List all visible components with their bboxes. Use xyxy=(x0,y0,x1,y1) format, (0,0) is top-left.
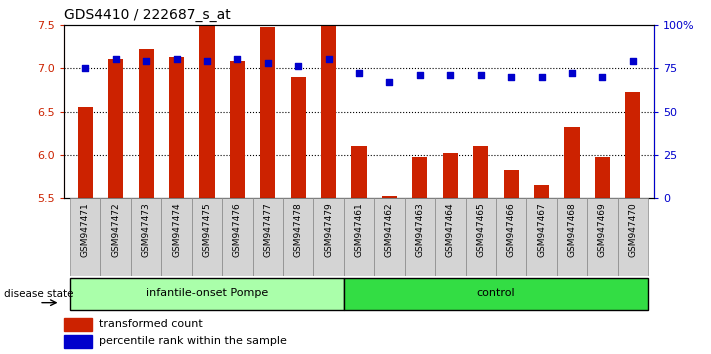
Text: GSM947461: GSM947461 xyxy=(355,202,363,257)
Bar xyxy=(70,278,344,310)
Bar xyxy=(344,278,648,310)
Bar xyxy=(161,198,192,276)
Bar xyxy=(314,198,344,276)
Bar xyxy=(70,198,100,276)
Text: control: control xyxy=(476,288,515,298)
Point xyxy=(444,72,456,78)
Bar xyxy=(131,198,161,276)
Bar xyxy=(77,107,93,198)
Text: GSM947469: GSM947469 xyxy=(598,202,607,257)
Text: GSM947465: GSM947465 xyxy=(476,202,485,257)
Bar xyxy=(496,198,526,276)
Bar xyxy=(100,198,131,276)
Bar xyxy=(443,153,458,198)
Text: GSM947472: GSM947472 xyxy=(111,202,120,257)
Point xyxy=(80,65,91,71)
Bar xyxy=(565,127,579,198)
Point xyxy=(292,64,304,69)
Bar xyxy=(230,61,245,198)
Text: transformed count: transformed count xyxy=(100,319,203,329)
Bar xyxy=(169,57,184,198)
Point xyxy=(506,74,517,80)
Text: GSM947478: GSM947478 xyxy=(294,202,303,257)
Point xyxy=(353,70,365,76)
Bar xyxy=(503,170,519,198)
Bar xyxy=(382,196,397,198)
Bar xyxy=(252,198,283,276)
Bar xyxy=(351,146,367,198)
Point xyxy=(171,57,182,62)
Point xyxy=(627,58,638,64)
Text: GSM947470: GSM947470 xyxy=(629,202,637,257)
Bar xyxy=(291,77,306,198)
Bar xyxy=(405,198,435,276)
Text: GSM947462: GSM947462 xyxy=(385,202,394,257)
Bar xyxy=(64,318,92,331)
Bar xyxy=(473,146,488,198)
Text: GDS4410 / 222687_s_at: GDS4410 / 222687_s_at xyxy=(64,8,231,22)
Bar xyxy=(595,158,610,198)
Bar xyxy=(466,198,496,276)
Bar xyxy=(557,198,587,276)
Bar xyxy=(139,49,154,198)
Text: GSM947468: GSM947468 xyxy=(567,202,577,257)
Text: GSM947475: GSM947475 xyxy=(203,202,211,257)
Bar xyxy=(64,335,92,348)
Bar xyxy=(526,198,557,276)
Bar xyxy=(283,198,314,276)
Bar xyxy=(260,27,275,198)
Point xyxy=(262,60,274,66)
Point xyxy=(323,57,334,62)
Text: GSM947474: GSM947474 xyxy=(172,202,181,257)
Point xyxy=(384,79,395,85)
Text: GSM947464: GSM947464 xyxy=(446,202,455,257)
Point xyxy=(141,58,152,64)
Bar xyxy=(192,198,222,276)
Point xyxy=(201,58,213,64)
Text: disease state: disease state xyxy=(4,289,73,299)
Bar xyxy=(618,198,648,276)
Text: infantile-onset Pompe: infantile-onset Pompe xyxy=(146,288,268,298)
Point xyxy=(110,57,122,62)
Bar xyxy=(435,198,466,276)
Bar xyxy=(199,25,215,198)
Bar xyxy=(222,198,252,276)
Bar xyxy=(374,198,405,276)
Point xyxy=(475,72,486,78)
Point xyxy=(597,74,608,80)
Point xyxy=(415,72,426,78)
Point xyxy=(566,70,577,76)
Text: GSM947476: GSM947476 xyxy=(233,202,242,257)
Text: GSM947473: GSM947473 xyxy=(141,202,151,257)
Bar xyxy=(412,158,427,198)
Text: GSM947463: GSM947463 xyxy=(415,202,424,257)
Bar xyxy=(108,59,123,198)
Point xyxy=(536,74,547,80)
Point xyxy=(232,57,243,62)
Text: GSM947477: GSM947477 xyxy=(263,202,272,257)
Text: GSM947479: GSM947479 xyxy=(324,202,333,257)
Bar xyxy=(625,92,641,198)
Bar xyxy=(344,198,374,276)
Text: GSM947467: GSM947467 xyxy=(537,202,546,257)
Text: percentile rank within the sample: percentile rank within the sample xyxy=(100,336,287,346)
Text: GSM947471: GSM947471 xyxy=(81,202,90,257)
Text: GSM947466: GSM947466 xyxy=(507,202,515,257)
Bar xyxy=(587,198,618,276)
Bar xyxy=(534,185,549,198)
Bar xyxy=(321,25,336,198)
